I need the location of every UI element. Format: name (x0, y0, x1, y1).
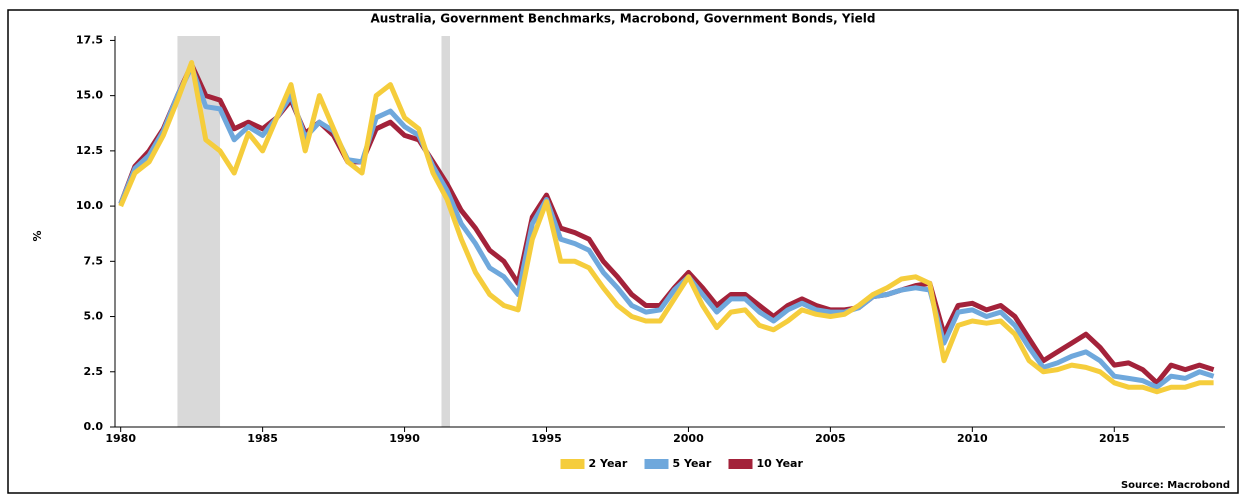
y-tick-label: 2.5 (84, 365, 104, 378)
y-tick-label: 10.0 (76, 199, 103, 212)
legend-label: 5 Year (673, 457, 712, 470)
legend-label: 2 Year (589, 457, 628, 470)
x-tick-label: 2000 (673, 432, 704, 445)
legend-label: 10 Year (757, 457, 804, 470)
x-tick-label: 2005 (815, 432, 846, 445)
y-tick-label: 17.5 (76, 33, 103, 46)
x-tick-label: 1990 (389, 432, 420, 445)
x-tick-label: 2010 (957, 432, 988, 445)
legend-swatch (560, 459, 585, 469)
series-line (118, 60, 1214, 395)
y-tick-label: 5.0 (84, 310, 104, 323)
x-tick-label: 2015 (1099, 432, 1130, 445)
chart-title: Australia, Government Benchmarks, Macrob… (371, 12, 876, 26)
y-tick-label: 15.0 (76, 89, 103, 102)
x-tick-label: 1985 (247, 432, 278, 445)
legend-swatch (728, 459, 753, 469)
y-axis-label: % (31, 230, 44, 241)
source-note: Source: Macrobond (1121, 480, 1230, 491)
y-tick-label: 12.5 (76, 144, 103, 157)
y-tick-label: 0.0 (84, 420, 104, 433)
recession-shade (441, 36, 450, 427)
legend-swatch (644, 459, 669, 469)
y-tick-label: 7.5 (84, 254, 104, 267)
x-tick-label: 1995 (531, 432, 562, 445)
x-tick-label: 1980 (105, 432, 136, 445)
